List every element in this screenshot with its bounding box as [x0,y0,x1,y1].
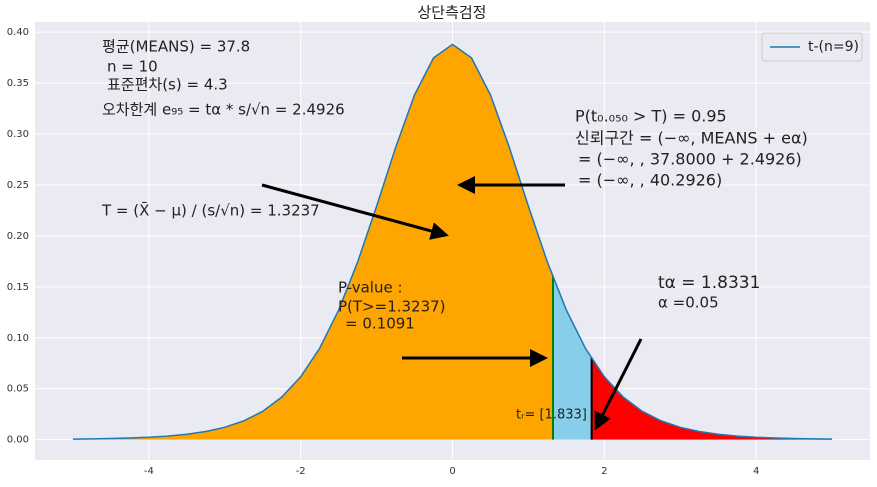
chart-title: 상단측검정 [417,4,486,22]
annotation: 표준편차(s) = 4.3 [107,76,228,94]
y-tick-label: 0.20 [7,231,29,242]
y-tick-label: 0.10 [7,333,29,344]
legend: t-(n=9) [761,32,863,62]
y-tick-label: 0.00 [7,435,29,446]
y-tick-label: 0.30 [7,129,29,140]
y-tick-label: 0.05 [7,384,29,395]
annotation: tᵣ= [1.833] [516,408,587,423]
x-tick-label: -4 [144,466,154,477]
annotation: T = (X̄ − μ) / (s/√n) = 1.3237 [101,201,320,220]
annotation: = (−∞, , 40.2926) [578,171,722,190]
annotation: P(t₀.₀₅₀ > T) = 0.95 [575,107,727,126]
annotation: P-value : [338,279,403,297]
x-tick-label: 4 [753,466,759,477]
y-tick-label: 0.35 [7,78,29,89]
shaded-region [72,44,553,440]
legend-label: t-(n=9) [808,39,859,55]
annotation: P(T>=1.3237) [338,298,446,316]
y-tick-label: 0.15 [7,282,29,293]
y-tick-label: 0.25 [7,180,29,191]
annotation: = 0.1091 [345,315,415,333]
arrow [261,183,449,240]
shaded-region [552,276,592,440]
x-tick-label: -2 [296,466,306,477]
arrows [261,176,643,431]
annotation: n = 10 [107,58,158,76]
annotation: 신뢰구간 = (−∞, MEANS + eα) [575,129,808,148]
annotation: = (−∞, , 37.8000 + 2.4926) [578,150,802,169]
annotation: α =0.05 [658,294,719,312]
shaded-region [591,357,833,440]
annotation: 평균(MEANS) = 37.8 [102,38,250,56]
annotation: tα = 1.8331 [658,273,760,293]
legend-box [761,32,863,62]
line-series [72,43,833,440]
x-tick-label: 0 [449,466,455,477]
annotation: 오차한계 e₉₅ = tα * s/√n = 2.4926 [102,101,345,119]
arrow [594,338,643,431]
x-tick-label: 2 [601,466,607,477]
y-tick-label: 0.40 [7,27,29,38]
